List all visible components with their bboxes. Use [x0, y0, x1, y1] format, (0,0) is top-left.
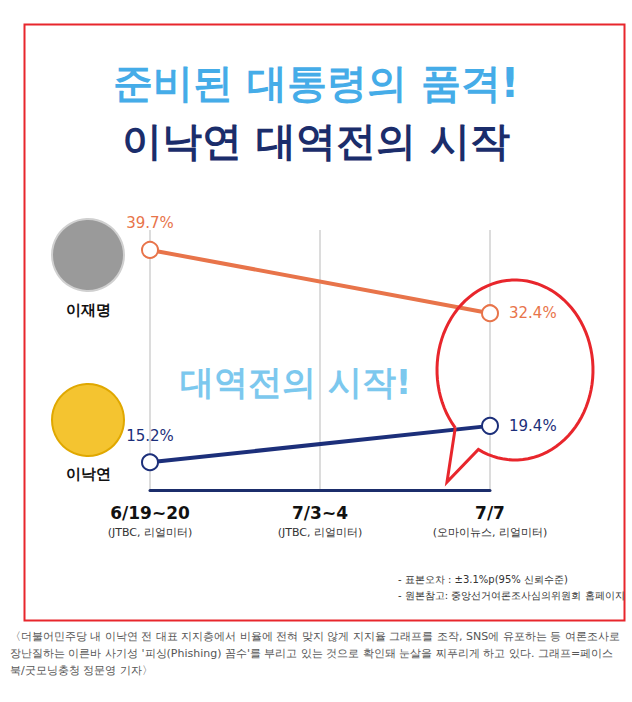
svg-text:7/7: 7/7	[475, 503, 505, 523]
svg-text:15.2%: 15.2%	[126, 427, 174, 445]
svg-text:32.4%: 32.4%	[509, 304, 557, 322]
svg-text:이낙연: 이낙연	[66, 465, 111, 483]
svg-text:19.4%: 19.4%	[509, 417, 557, 435]
svg-text:준비된 대통령의 품격!: 준비된 대통령의 품격!	[113, 60, 519, 106]
svg-text:- 표본오차 : ±3.1%p(95% 신뢰수준): - 표본오차 : ±3.1%p(95% 신뢰수준)	[398, 574, 568, 585]
svg-text:대역전의 시작!: 대역전의 시작!	[180, 362, 411, 402]
svg-text:- 원본참고: 중앙선거여론조사심의위원회 홈페이지: - 원본참고: 중앙선거여론조사심의위원회 홈페이지	[398, 590, 625, 601]
svg-text:7/3~4: 7/3~4	[292, 503, 348, 523]
svg-text:6/19~20: 6/19~20	[110, 503, 190, 523]
html-text:〈더불어민주당 내 이낙연 전 대표 지지층에서 비율에 전: 〈더불어민주당 내 이낙연 전 대표 지지층에서 비율에 전혀 맞지 않게 지지…	[10, 630, 620, 677]
svg-text:(JTBC, 리얼미터): (JTBC, 리얼미터)	[278, 526, 363, 539]
svg-text:이낙연 대역전의 시작: 이낙연 대역전의 시작	[122, 118, 510, 164]
svg-text:이재명: 이재명	[66, 301, 111, 319]
svg-text:39.7%: 39.7%	[126, 214, 174, 232]
svg-text:(JTBC, 리얼미터): (JTBC, 리얼미터)	[108, 526, 193, 539]
svg-text:(오마이뉴스, 리얼미터): (오마이뉴스, 리얼미터)	[433, 526, 548, 539]
